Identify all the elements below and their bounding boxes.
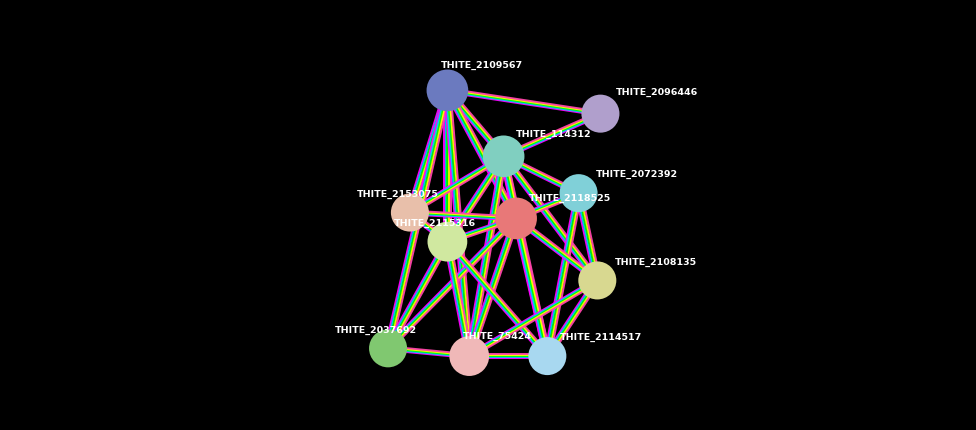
Point [439,88,455,95]
Text: THITE_2114517: THITE_2114517 [560,332,642,341]
Text: THITE_2153075: THITE_2153075 [357,189,438,198]
Point [402,210,418,217]
Point [496,154,511,160]
Point [381,345,396,352]
Point [592,111,608,118]
Text: THITE_2037692: THITE_2037692 [335,325,417,334]
Text: THITE_2096446: THITE_2096446 [616,88,698,97]
Point [508,215,524,222]
Text: THITE_2072392: THITE_2072392 [596,169,678,178]
Point [571,190,587,197]
Point [590,277,605,284]
Text: THITE_2115316: THITE_2115316 [394,218,476,227]
Text: THITE_114312: THITE_114312 [516,129,591,138]
Text: THITE_2118525: THITE_2118525 [529,194,611,203]
Point [462,353,477,359]
Text: THITE_2108135: THITE_2108135 [615,257,697,266]
Point [540,353,555,359]
Point [439,239,455,246]
Text: THITE_75424: THITE_75424 [463,331,532,340]
Text: THITE_2109567: THITE_2109567 [441,61,523,70]
